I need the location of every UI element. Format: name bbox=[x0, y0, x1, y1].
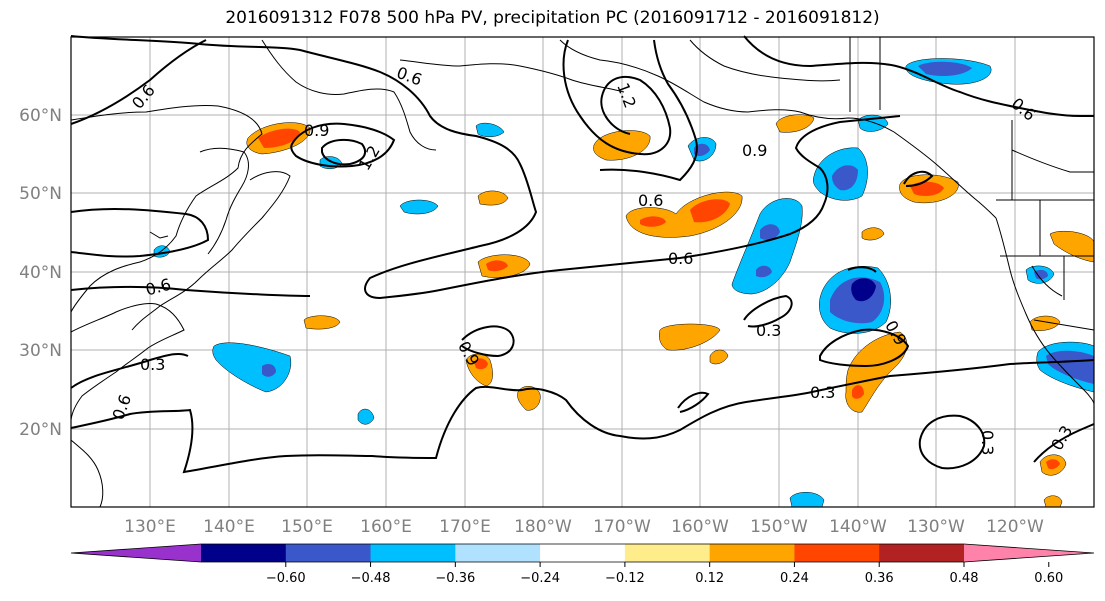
colorbar-tick-label: −0.24 bbox=[520, 571, 560, 586]
colorbar-tick-label: 0.24 bbox=[780, 571, 809, 586]
contour-label: 0.3 bbox=[978, 430, 997, 455]
contour-label: 0.3 bbox=[810, 383, 835, 402]
lat-label: 20°N bbox=[19, 420, 62, 440]
contour-label: 0.9 bbox=[304, 121, 329, 140]
colorbar-bin bbox=[879, 544, 965, 562]
pv-contours bbox=[70, 35, 1095, 474]
contour-label: 0.6 bbox=[638, 191, 663, 210]
lat-label: 40°N bbox=[19, 263, 62, 283]
lat-labels: 60°N 50°N 40°N 30°N 20°N bbox=[19, 106, 62, 440]
lon-label: 150°E bbox=[281, 517, 333, 537]
colorbar-tick-label: 0.36 bbox=[865, 571, 894, 586]
lat-label: 50°N bbox=[19, 184, 62, 204]
colorbar-tick-label: 0.60 bbox=[1034, 571, 1063, 586]
colorbar bbox=[70, 543, 1095, 563]
lon-label: 180°W bbox=[514, 517, 572, 537]
lat-label: 60°N bbox=[19, 106, 62, 126]
contour-label: 0.9 bbox=[742, 141, 767, 160]
borders bbox=[849, 37, 1095, 331]
lon-label: 130°E bbox=[124, 517, 176, 537]
colorbar-bin bbox=[709, 544, 795, 562]
lon-label: 140°E bbox=[203, 517, 255, 537]
lon-label: 170°E bbox=[439, 517, 491, 537]
colorbar-ticks: −0.60 −0.48 −0.36 −0.24 −0.12 0.12 0.24 0.36 0.4… bbox=[266, 562, 1063, 586]
precip-shading bbox=[153, 58, 1095, 508]
colorbar-bin bbox=[370, 544, 456, 562]
colorbar-extend-high bbox=[964, 544, 1094, 562]
lon-label: 140°W bbox=[829, 517, 887, 537]
contour-label: 0.3 bbox=[756, 321, 781, 340]
colorbar-tick-label: −0.36 bbox=[435, 571, 475, 586]
colorbar-tick-label: −0.60 bbox=[266, 571, 306, 586]
coastlines bbox=[70, 39, 1095, 508]
lon-label: 160°E bbox=[360, 517, 412, 537]
lon-labels: 130°E 140°E 150°E 160°E 170°E 180°W 170°… bbox=[124, 517, 1044, 537]
lon-label: 170°W bbox=[593, 517, 651, 537]
colorbar-bin bbox=[285, 544, 372, 562]
contour-label: 0.3 bbox=[140, 355, 165, 374]
map-title: 2016091312 F078 500 hPa PV, precipitatio… bbox=[225, 8, 880, 28]
colorbar-bin bbox=[201, 544, 287, 562]
colorbar-bin bbox=[540, 544, 626, 562]
colorbar-bin bbox=[455, 544, 541, 562]
lon-label: 130°W bbox=[907, 517, 965, 537]
colorbar-bin bbox=[624, 544, 711, 562]
colorbar-tick-label: 0.48 bbox=[950, 571, 979, 586]
lon-label: 120°W bbox=[986, 517, 1044, 537]
colorbar-outline bbox=[70, 543, 1095, 563]
lon-label: 150°W bbox=[750, 517, 808, 537]
colorbar-tick-label: −0.12 bbox=[605, 571, 645, 586]
map-border bbox=[70, 36, 1095, 508]
colorbar-bin bbox=[794, 544, 880, 562]
lat-label: 30°N bbox=[19, 341, 62, 361]
contour-label: 0.6 bbox=[668, 249, 693, 268]
colorbar-extend-low bbox=[71, 544, 201, 562]
colorbar-tick-label: −0.48 bbox=[351, 571, 391, 586]
colorbar-tick-label: 0.12 bbox=[695, 571, 724, 586]
lon-label: 160°W bbox=[671, 517, 729, 537]
